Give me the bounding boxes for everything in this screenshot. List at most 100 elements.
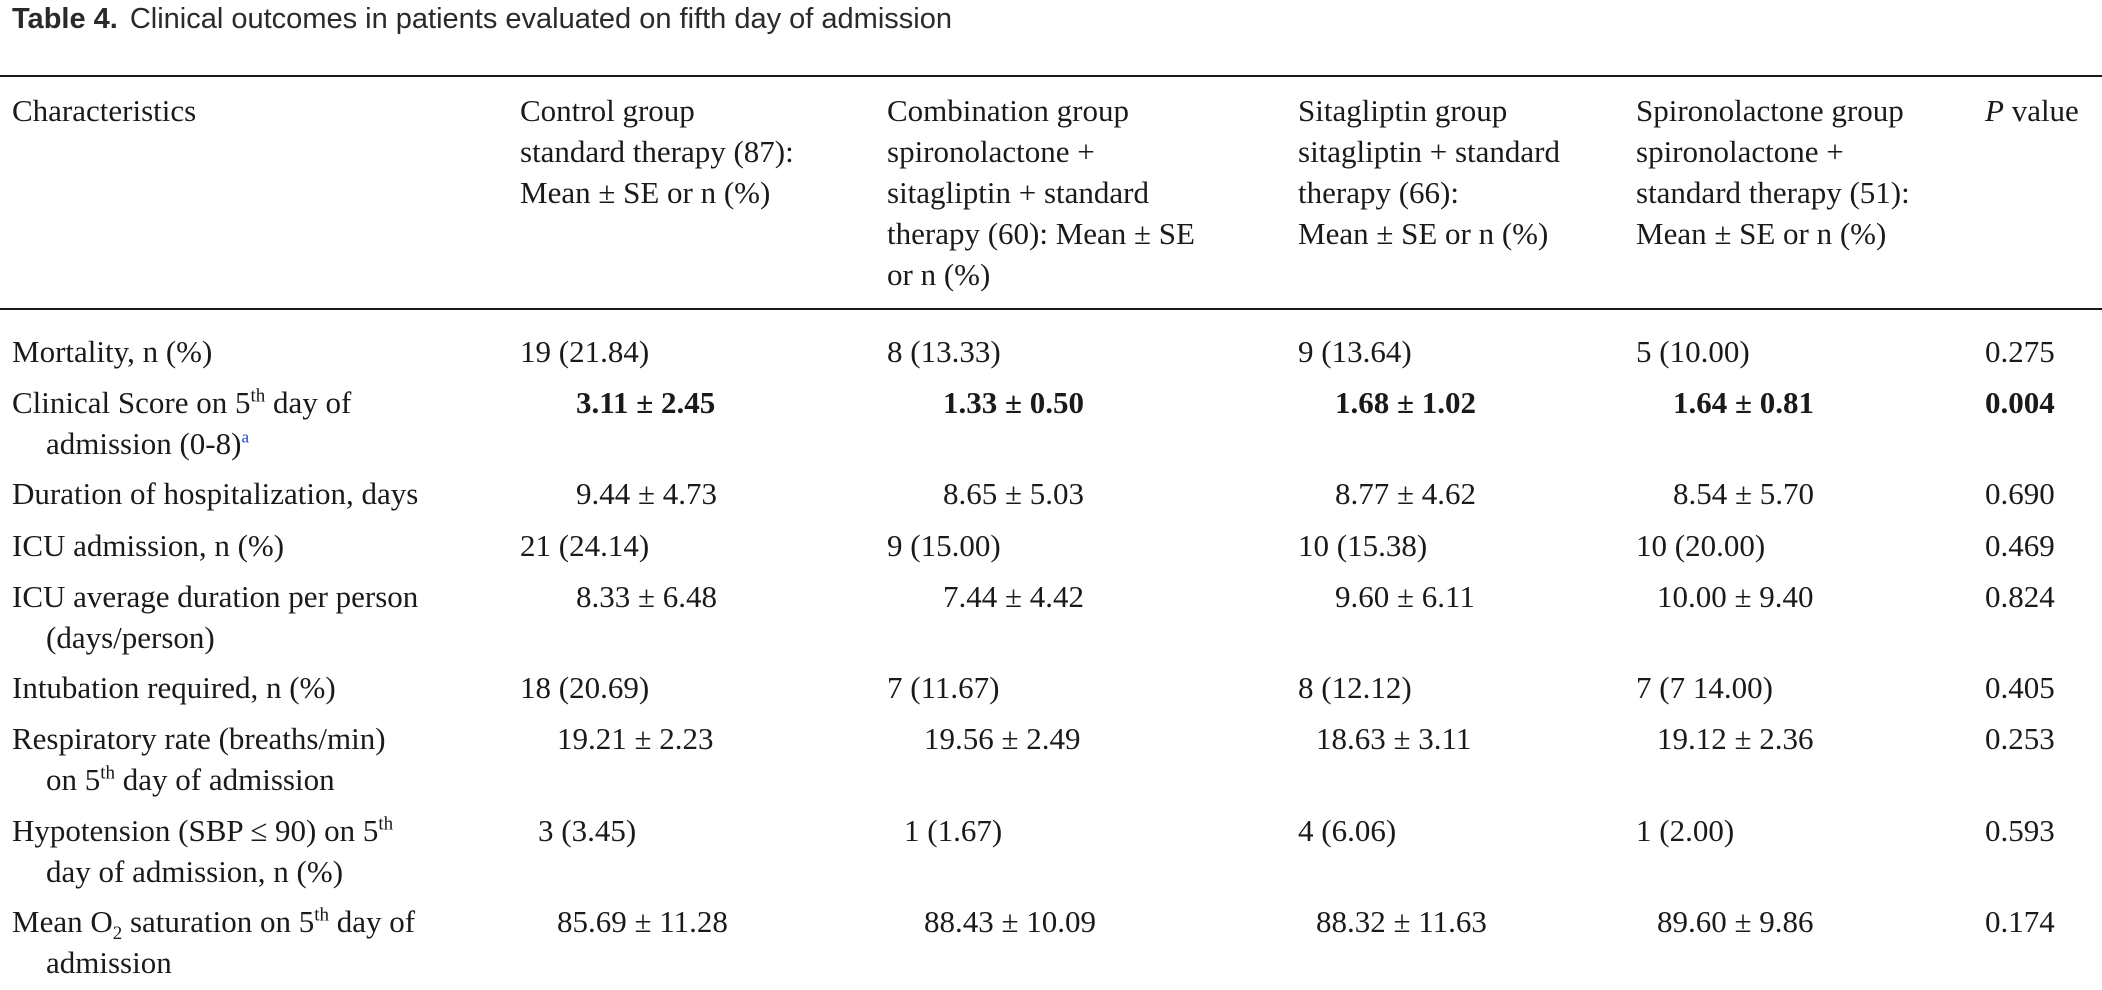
cell-control: 3.11 ± 2.45: [576, 385, 716, 420]
label-superscript: th: [314, 904, 330, 926]
header-spironolactone-line: Spironolactone group: [1636, 93, 1904, 128]
cell-control: 18 (20.69): [520, 670, 650, 705]
header-bottom-rule: [0, 308, 2102, 310]
header-combination-line: therapy (60): Mean ± SE: [887, 216, 1195, 251]
row-label-respiratory-rate: Respiratory rate (breaths/min) on 5th da…: [12, 718, 386, 800]
cell-control: 85.69 ± 11.28: [557, 904, 728, 939]
cell-control: 19.21 ± 2.23: [557, 721, 714, 756]
cell-p-value: 0.824: [1985, 579, 2055, 614]
cell-sitagliptin: 4 (6.06): [1298, 813, 1397, 848]
row-label-hypotension: Hypotension (SBP ≤ 90) on 5th day of adm…: [12, 810, 393, 892]
cell-control: 19 (21.84): [520, 334, 650, 369]
label-continuation: on 5th day of admission: [12, 759, 386, 800]
label-part: day of: [265, 385, 352, 420]
header-spironolactone-line: Mean ± SE or n (%): [1636, 216, 1887, 251]
cell-spironolactone: 1 (2.00): [1636, 813, 1735, 848]
cell-spironolactone: 5 (10.00): [1636, 334, 1750, 369]
cell-combination: 8 (13.33): [887, 334, 1001, 369]
cell-combination: 19.56 ± 2.49: [924, 721, 1081, 756]
header-p-value: P value: [1985, 90, 2079, 131]
cell-spironolactone: 7 (7 14.00): [1636, 670, 1773, 705]
label-part: day of admission: [115, 762, 335, 797]
cell-p-value: 0.690: [1985, 476, 2055, 511]
label-part: Respiratory rate (breaths/min): [12, 721, 386, 756]
cell-sitagliptin: 10 (15.38): [1298, 528, 1428, 563]
header-control-line: Control group: [520, 93, 695, 128]
header-combination-line: Combination group: [887, 93, 1129, 128]
header-combination-line: spironolactone +: [887, 134, 1095, 169]
cell-p-value: 0.405: [1985, 670, 2055, 705]
cell-control: 8.33 ± 6.48: [576, 579, 718, 614]
label-part: admission (0-8): [46, 426, 242, 461]
header-characteristics: Characteristics: [12, 90, 196, 131]
header-control-line: Mean ± SE or n (%): [520, 175, 771, 210]
cell-sitagliptin: 8.77 ± 4.62: [1335, 476, 1477, 511]
header-spironolactone-group: Spironolactone group spironolactone + st…: [1636, 90, 1910, 254]
cell-sitagliptin: 88.32 ± 11.63: [1316, 904, 1487, 939]
label-part: ICU average duration per person: [12, 579, 419, 614]
cell-sitagliptin: 18.63 ± 3.11: [1316, 721, 1472, 756]
cell-p-value: 0.004: [1985, 385, 2055, 420]
header-sitagliptin-line: Mean ± SE or n (%): [1298, 216, 1549, 251]
header-sitagliptin-line: Sitagliptin group: [1298, 93, 1508, 128]
cell-spironolactone: 19.12 ± 2.36: [1657, 721, 1814, 756]
cell-control: 9.44 ± 4.73: [576, 476, 718, 511]
header-control-group: Control group standard therapy (87): Mea…: [520, 90, 794, 213]
header-spironolactone-line: standard therapy (51):: [1636, 175, 1910, 210]
row-label-hospitalization: Duration of hospitalization, days: [12, 476, 419, 511]
label-part: Clinical Score on 5: [12, 385, 251, 420]
cell-spironolactone: 8.54 ± 5.70: [1673, 476, 1815, 511]
header-sitagliptin-line: therapy (66):: [1298, 175, 1459, 210]
cell-p-value: 0.174: [1985, 904, 2055, 939]
label-part: Hypotension (SBP ≤ 90) on 5: [12, 813, 379, 848]
header-sitagliptin-group: Sitagliptin group sitagliptin + standard…: [1298, 90, 1560, 254]
cell-p-value: 0.275: [1985, 334, 2055, 369]
label-part: saturation on 5: [122, 904, 315, 939]
header-control-line: standard therapy (87):: [520, 134, 794, 169]
label-superscript: th: [378, 813, 394, 835]
cell-combination: 1 (1.67): [904, 813, 1003, 848]
label-part: day of: [329, 904, 416, 939]
label-continuation: admission (0-8)a: [12, 423, 351, 464]
table-top-rule: [0, 75, 2102, 77]
label-continuation: admission: [46, 945, 172, 980]
table-caption-text: Clinical outcomes in patients evaluated …: [129, 3, 952, 35]
label-part: on 5: [46, 762, 101, 797]
label-continuation: day of admission, n (%): [46, 854, 344, 889]
p-symbol: P: [1985, 93, 2004, 128]
cell-sitagliptin: 8 (12.12): [1298, 670, 1412, 705]
cell-sitagliptin: 9 (13.64): [1298, 334, 1412, 369]
cell-spironolactone: 10.00 ± 9.40: [1657, 579, 1814, 614]
cell-p-value: 0.593: [1985, 813, 2055, 848]
table-caption: Table 4. Clinical outcomes in patients ev…: [12, 0, 952, 38]
cell-combination: 1.33 ± 0.50: [943, 385, 1085, 420]
row-label-intubation: Intubation required, n (%): [12, 670, 336, 705]
header-p-value-text: value: [2011, 93, 2079, 128]
header-sitagliptin-line: sitagliptin + standard: [1298, 134, 1561, 169]
cell-p-value: 0.469: [1985, 528, 2055, 563]
row-label-mortality: Mortality, n (%): [12, 334, 213, 369]
row-label-icu-duration: ICU average duration per person (days/pe…: [12, 576, 418, 658]
cell-control: 21 (24.14): [520, 528, 650, 563]
label-superscript: th: [100, 762, 116, 784]
row-label-o2-saturation: Mean O2 saturation on 5th day of admissi…: [12, 901, 415, 983]
cell-spironolactone: 1.64 ± 0.81: [1673, 385, 1815, 420]
header-combination-group: Combination group spironolactone + sitag…: [887, 90, 1195, 295]
label-superscript: th: [250, 385, 266, 407]
label-part: Mean O: [12, 904, 113, 939]
header-combination-line: sitagliptin + standard: [887, 175, 1150, 210]
cell-combination: 9 (15.00): [887, 528, 1001, 563]
cell-control: 3 (3.45): [538, 813, 637, 848]
table-caption-label: Table 4.: [12, 3, 118, 35]
header-combination-line: or n (%): [887, 257, 991, 292]
cell-sitagliptin: 9.60 ± 6.11: [1335, 579, 1475, 614]
cell-combination: 7 (11.67): [887, 670, 1000, 705]
footnote-link[interactable]: a: [241, 427, 249, 447]
label-continuation: (days/person): [46, 620, 215, 655]
cell-p-value: 0.253: [1985, 721, 2055, 756]
cell-spironolactone: 10 (20.00): [1636, 528, 1766, 563]
row-label-icu-admission: ICU admission, n (%): [12, 528, 285, 563]
row-label-clinical-score: Clinical Score on 5th day of admission (…: [12, 382, 351, 464]
cell-combination: 7.44 ± 4.42: [943, 579, 1085, 614]
header-spironolactone-line: spironolactone +: [1636, 134, 1844, 169]
